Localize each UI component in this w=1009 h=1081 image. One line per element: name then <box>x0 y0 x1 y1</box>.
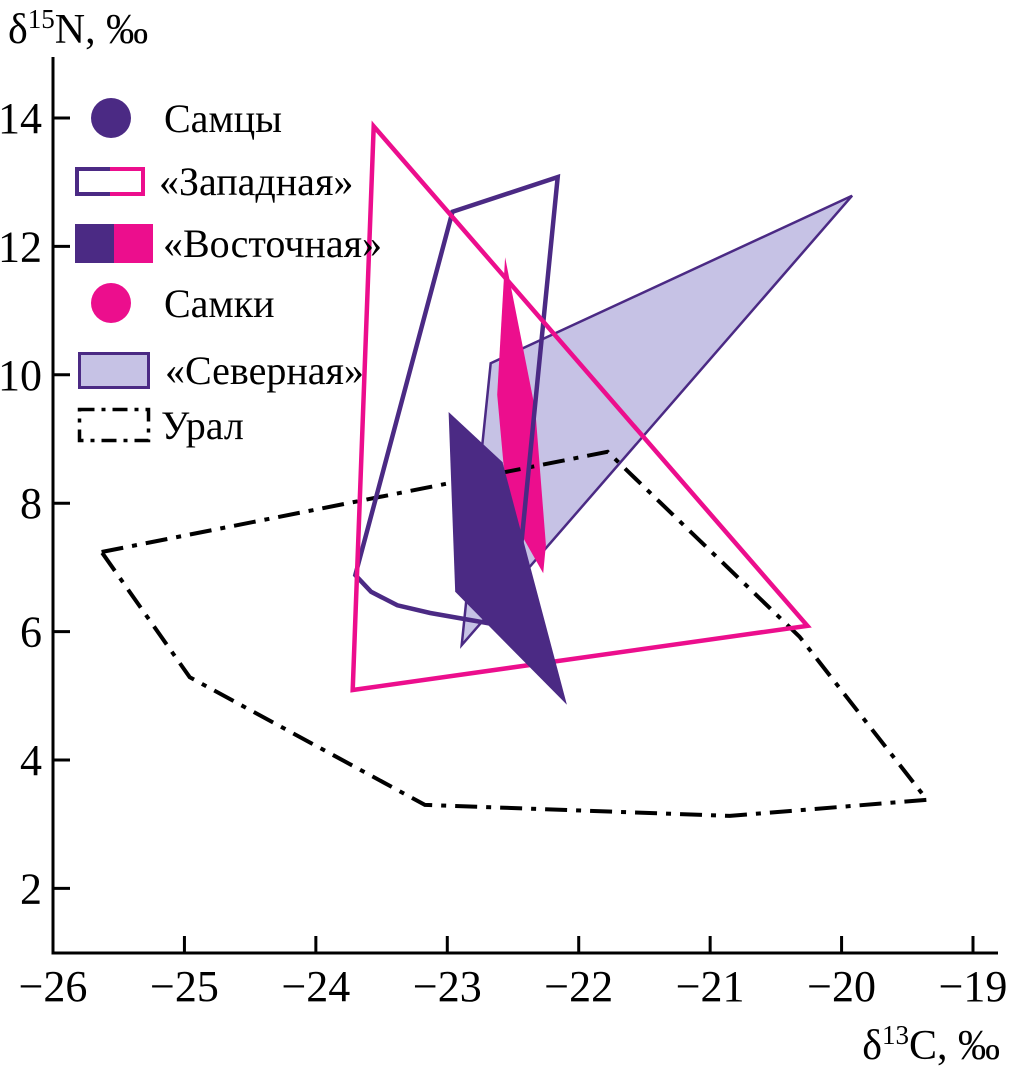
region-ural <box>98 449 931 818</box>
females-circle-marker <box>91 283 131 323</box>
x-axis-unit: C, ‰ <box>908 1023 1000 1069</box>
y-tick-label: 10 <box>0 351 42 400</box>
x-axis-symbol: δ <box>862 1023 882 1069</box>
legend-item-western: «Западная» <box>75 158 354 204</box>
legend-item-eastern: «Восточная» <box>75 220 383 266</box>
legend-item-females: Самки <box>75 280 275 326</box>
ural-dashdot-swatch <box>77 407 151 443</box>
eastern-fill-swatch <box>75 223 153 263</box>
region-eastern-males <box>448 412 567 705</box>
legend-label-ural: Урал <box>161 402 244 448</box>
legend-item-northern: «Северная» <box>75 347 364 393</box>
y-tick-label: 2 <box>20 864 42 913</box>
axes <box>51 57 998 955</box>
y-tick-label: 14 <box>0 94 42 143</box>
western-swatch-pink-half <box>110 166 145 196</box>
eastern-swatch-purple-half <box>75 223 114 263</box>
x-tick-label: −23 <box>413 962 482 1011</box>
y-axis-symbol: δ <box>8 7 28 53</box>
eastern-swatch-pink-half <box>114 223 153 263</box>
males-circle-marker <box>91 98 131 138</box>
legend-label-females: Самки <box>164 280 275 326</box>
legend-item-ural: Урал <box>75 402 244 448</box>
x-tick-label: −20 <box>807 962 876 1011</box>
y-tick-label: 12 <box>0 222 42 271</box>
x-tick-label: −24 <box>281 962 350 1011</box>
y-tick-label: 8 <box>20 479 42 528</box>
tick-labels: 14 12 10 8 6 4 2 −26 −25 −24 −23 −22 −21 −20 −19 <box>0 94 1007 1011</box>
y-axis-title: δ15N, ‰ <box>8 4 148 54</box>
x-tick-label: −26 <box>19 962 88 1011</box>
x-tick-label: −19 <box>939 962 1008 1011</box>
region-polygons <box>98 120 931 818</box>
legend-label-western: «Западная» <box>159 158 354 204</box>
y-axis-unit: N, ‰ <box>54 7 149 53</box>
y-tick-label: 4 <box>20 736 42 785</box>
x-tick-label: −22 <box>544 962 613 1011</box>
x-axis-title: δ13C, ‰ <box>790 1020 1000 1070</box>
x-tick-label: −21 <box>676 962 745 1011</box>
x-axis-superscript: 13 <box>881 1020 909 1050</box>
x-tick-label: −25 <box>150 962 219 1011</box>
region-western-females <box>350 120 812 693</box>
legend-label-northern: «Северная» <box>165 347 364 393</box>
legend-label-males: Самцы <box>164 95 283 141</box>
y-axis-superscript: 15 <box>27 4 55 34</box>
western-swatch-purple-half <box>75 166 110 196</box>
western-outline-swatch <box>75 166 145 196</box>
legend-label-eastern: «Восточная» <box>163 220 383 266</box>
region-western-males <box>352 173 561 631</box>
legend-item-males: Самцы <box>75 95 283 141</box>
northern-fill-swatch <box>78 351 150 389</box>
y-tick-label: 6 <box>20 608 42 657</box>
